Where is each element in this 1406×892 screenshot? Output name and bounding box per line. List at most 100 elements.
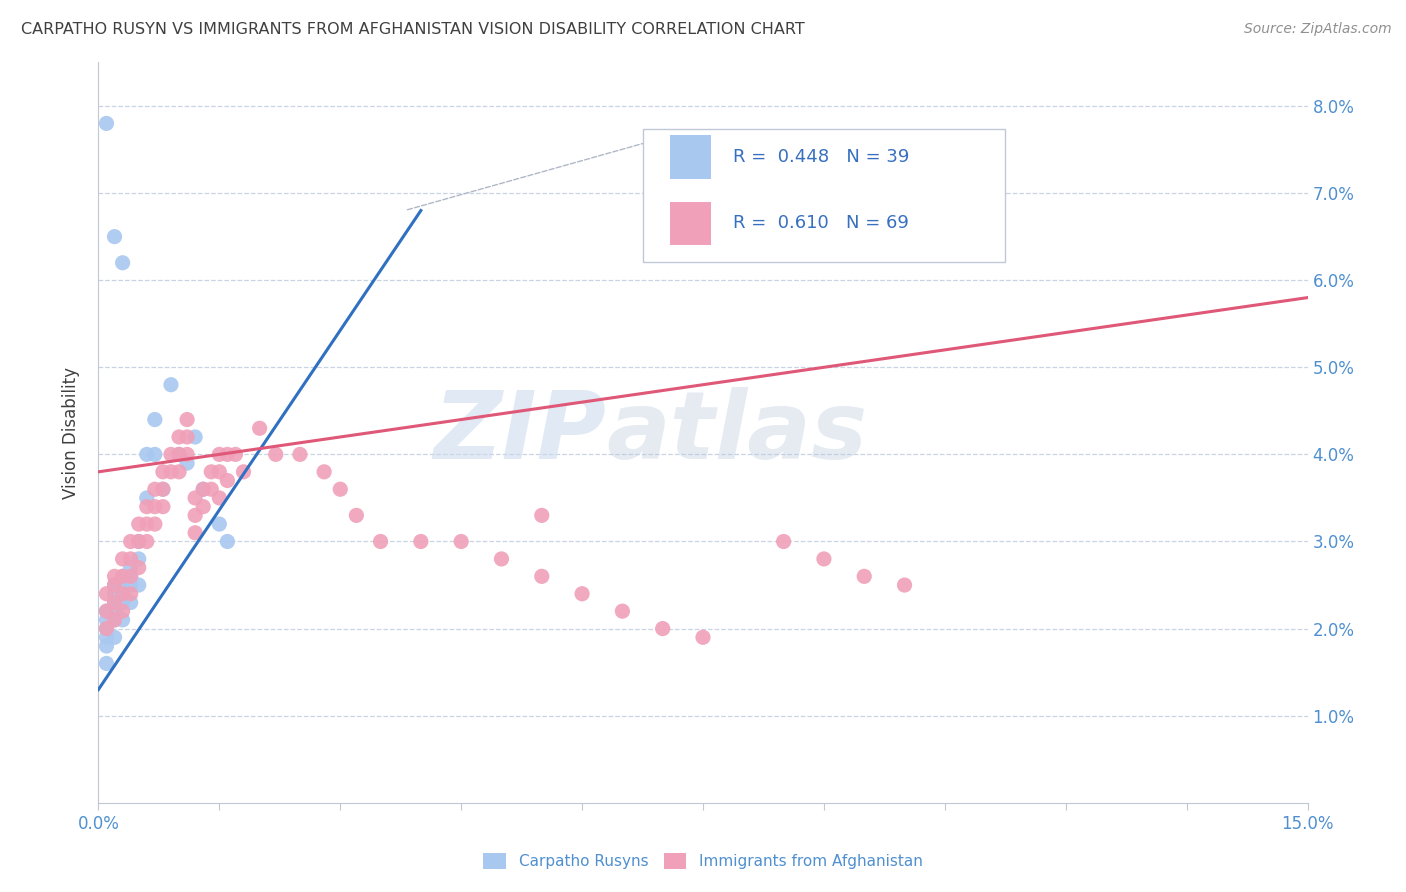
Point bbox=[152, 482, 174, 496]
Point bbox=[208, 447, 231, 461]
Point bbox=[143, 447, 166, 461]
Point bbox=[103, 604, 125, 618]
Point bbox=[176, 412, 198, 426]
Point bbox=[135, 447, 157, 461]
Text: R =  0.448   N = 39: R = 0.448 N = 39 bbox=[734, 148, 910, 166]
Point bbox=[264, 447, 287, 461]
Point bbox=[160, 465, 183, 479]
Text: atlas: atlas bbox=[606, 386, 868, 479]
Point bbox=[111, 587, 134, 601]
Point bbox=[167, 430, 190, 444]
Point bbox=[200, 465, 222, 479]
Point bbox=[184, 525, 207, 540]
Point bbox=[96, 622, 118, 636]
Point bbox=[184, 430, 207, 444]
Point bbox=[491, 552, 513, 566]
Point bbox=[530, 569, 553, 583]
Point bbox=[167, 447, 190, 461]
Point bbox=[143, 500, 166, 514]
Point bbox=[193, 482, 215, 496]
Point bbox=[160, 447, 183, 461]
Point bbox=[612, 604, 634, 618]
Point bbox=[176, 430, 198, 444]
Point bbox=[200, 482, 222, 496]
Point bbox=[232, 465, 254, 479]
Point bbox=[160, 377, 183, 392]
Point bbox=[692, 630, 714, 644]
Point bbox=[184, 491, 207, 505]
Point bbox=[217, 474, 239, 488]
Legend: Carpatho Rusyns, Immigrants from Afghanistan: Carpatho Rusyns, Immigrants from Afghani… bbox=[484, 854, 922, 869]
Point bbox=[208, 491, 231, 505]
Point bbox=[167, 465, 190, 479]
Point bbox=[176, 447, 198, 461]
FancyBboxPatch shape bbox=[643, 129, 1005, 262]
Point bbox=[152, 465, 174, 479]
Point bbox=[813, 552, 835, 566]
Point bbox=[344, 508, 367, 523]
Point bbox=[120, 560, 142, 574]
Point bbox=[120, 595, 142, 609]
Point bbox=[893, 578, 915, 592]
Point bbox=[111, 569, 134, 583]
Point bbox=[128, 534, 150, 549]
Point bbox=[135, 491, 157, 505]
Point bbox=[450, 534, 472, 549]
Point bbox=[111, 578, 134, 592]
Point bbox=[224, 447, 246, 461]
Point bbox=[111, 595, 134, 609]
Point bbox=[96, 639, 118, 653]
Text: ZIP: ZIP bbox=[433, 386, 606, 479]
Point bbox=[120, 578, 142, 592]
Point bbox=[111, 552, 134, 566]
Point bbox=[184, 508, 207, 523]
Point bbox=[96, 587, 118, 601]
Point bbox=[111, 569, 134, 583]
Point bbox=[217, 534, 239, 549]
Point bbox=[120, 552, 142, 566]
Point bbox=[111, 604, 134, 618]
Point bbox=[530, 508, 553, 523]
Point bbox=[853, 569, 876, 583]
Point bbox=[128, 560, 150, 574]
Point bbox=[409, 534, 432, 549]
Point bbox=[96, 604, 118, 618]
Point bbox=[96, 657, 118, 671]
Point bbox=[152, 500, 174, 514]
Text: Source: ZipAtlas.com: Source: ZipAtlas.com bbox=[1244, 22, 1392, 37]
Point bbox=[217, 447, 239, 461]
Point bbox=[135, 517, 157, 532]
Point bbox=[103, 587, 125, 601]
Text: CARPATHO RUSYN VS IMMIGRANTS FROM AFGHANISTAN VISION DISABILITY CORRELATION CHAR: CARPATHO RUSYN VS IMMIGRANTS FROM AFGHAN… bbox=[21, 22, 804, 37]
Point bbox=[135, 500, 157, 514]
Point bbox=[96, 604, 118, 618]
Point bbox=[103, 595, 125, 609]
Point bbox=[772, 534, 794, 549]
Point bbox=[288, 447, 311, 461]
Point bbox=[96, 630, 118, 644]
Point bbox=[208, 465, 231, 479]
Point bbox=[103, 229, 125, 244]
Point bbox=[120, 534, 142, 549]
Point bbox=[111, 587, 134, 601]
Point bbox=[128, 534, 150, 549]
Point bbox=[128, 578, 150, 592]
Point bbox=[96, 116, 118, 130]
Point bbox=[103, 613, 125, 627]
Point bbox=[103, 578, 125, 592]
Point bbox=[651, 622, 673, 636]
Point bbox=[120, 569, 142, 583]
Point bbox=[193, 482, 215, 496]
Point bbox=[176, 456, 198, 470]
Point bbox=[249, 421, 271, 435]
Point bbox=[314, 465, 336, 479]
Point bbox=[143, 517, 166, 532]
Point bbox=[103, 595, 125, 609]
Point bbox=[96, 613, 118, 627]
Point bbox=[143, 482, 166, 496]
Point bbox=[103, 613, 125, 627]
Point bbox=[103, 578, 125, 592]
Point bbox=[96, 622, 118, 636]
FancyBboxPatch shape bbox=[671, 202, 711, 245]
Point bbox=[208, 517, 231, 532]
